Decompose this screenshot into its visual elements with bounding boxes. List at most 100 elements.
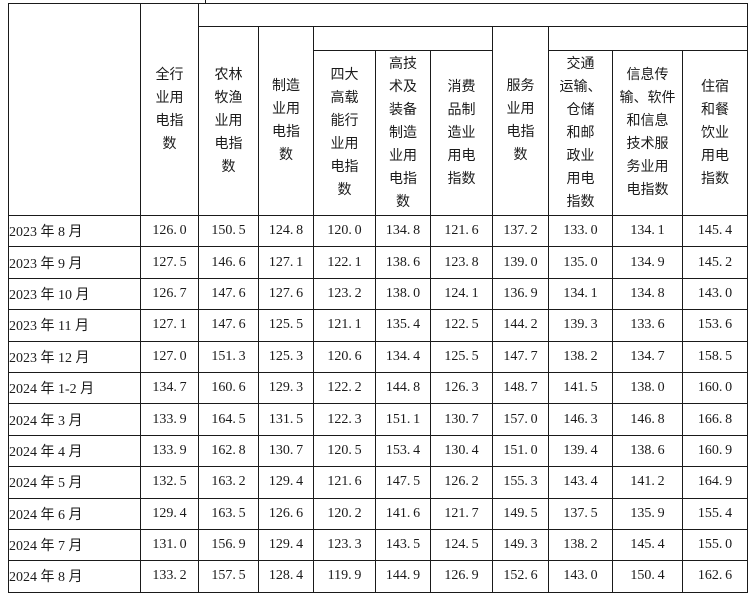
value-cell: 135. 0	[548, 246, 613, 279]
table-row: 2023 年 10 月 126. 7 147. 6 127. 6 123. 2 138. …	[8, 277, 749, 311]
value-cell: 132. 5	[140, 466, 199, 499]
value-cell: 120. 2	[313, 497, 376, 530]
value-cell: 144. 2	[492, 309, 549, 342]
value-cell: 126. 6	[258, 497, 314, 530]
value-cell: 129. 4	[258, 466, 314, 499]
value-cell: 145. 4	[612, 528, 683, 562]
value-cell: 162. 8	[198, 434, 259, 468]
value-cell: 153. 6	[681, 309, 749, 342]
value-cell: 129. 4	[258, 528, 314, 562]
value-cell: 120. 0	[313, 214, 376, 248]
value-cell: 126. 7	[140, 277, 199, 311]
value-cell: 130. 7	[430, 403, 493, 436]
table-row: 2023 年 11 月 127. 1 147. 6 125. 5 121. 1 135. …	[8, 309, 749, 342]
value-cell: 155. 4	[681, 497, 749, 530]
value-cell: 134. 9	[612, 246, 683, 279]
value-cell: 134. 7	[140, 371, 199, 405]
row-label: 2024 年 7 月	[8, 528, 141, 562]
value-cell: 163. 5	[198, 497, 259, 530]
value-cell: 134. 7	[612, 340, 683, 373]
value-cell: 125. 5	[258, 309, 314, 342]
value-cell: 149. 3	[492, 528, 549, 562]
value-cell: 149. 5	[492, 497, 549, 530]
table-header: 全行 业用 电指 数 农林 牧渔 业用 电指 数 制造 业用 电指 数 服务 业…	[8, 3, 749, 216]
row-label: 2023 年 11 月	[8, 309, 141, 342]
value-cell: 147. 6	[198, 309, 259, 342]
column-header-hightech-equipment: 高技 术及 装备 制造 业用 电指 数	[375, 50, 431, 216]
value-cell: 134. 8	[612, 277, 683, 311]
column-header-consumer-goods: 消费 品制 造业 用电 指数	[430, 50, 493, 216]
value-cell: 127. 6	[258, 277, 314, 311]
value-cell: 160. 0	[681, 371, 749, 405]
value-cell: 138. 6	[375, 246, 431, 279]
value-cell: 146. 3	[548, 403, 613, 436]
value-cell: 121. 1	[313, 309, 376, 342]
value-cell: 121. 6	[430, 214, 493, 248]
value-cell: 124. 1	[430, 277, 493, 311]
value-cell: 164. 9	[681, 466, 749, 499]
value-cell: 145. 4	[681, 214, 749, 248]
value-cell: 135. 9	[612, 497, 683, 530]
row-label: 2023 年 12 月	[8, 340, 141, 373]
value-cell: 158. 5	[681, 340, 749, 373]
value-cell: 121. 7	[430, 497, 493, 530]
row-label: 2023 年 8 月	[8, 214, 141, 248]
value-cell: 133. 9	[140, 403, 199, 436]
value-cell: 156. 9	[198, 528, 259, 562]
value-cell: 143. 0	[681, 277, 749, 311]
value-cell: 130. 4	[430, 434, 493, 468]
value-cell: 151. 3	[198, 340, 259, 373]
electricity-index-table: 全行 业用 电指 数 农林 牧渔 业用 电指 数 制造 业用 电指 数 服务 业…	[8, 3, 749, 593]
value-cell: 150. 5	[198, 214, 259, 248]
value-cell: 134. 1	[612, 214, 683, 248]
value-cell: 127. 1	[258, 246, 314, 279]
column-header-services: 服务 业用 电指 数	[492, 26, 549, 216]
value-cell: 126. 2	[430, 466, 493, 499]
value-cell: 147. 6	[198, 277, 259, 311]
header-row-3: 四大 高载 能行 业用 电指 数 高技 术及 装备 制造 业用 电指 数 消费 …	[9, 50, 749, 216]
column-header-four-high-energy: 四大 高载 能行 业用 电指 数	[313, 50, 376, 216]
value-cell: 153. 4	[375, 434, 431, 468]
row-label: 2023 年 10 月	[8, 277, 141, 311]
value-cell: 124. 5	[430, 528, 493, 562]
column-header-manufacturing: 制造 业用 电指 数	[258, 26, 314, 216]
value-cell: 143. 4	[548, 466, 613, 499]
value-cell: 139. 4	[548, 434, 613, 468]
value-cell: 133. 0	[548, 214, 613, 248]
value-cell: 133. 2	[140, 560, 199, 593]
value-cell: 122. 5	[430, 309, 493, 342]
value-cell: 133. 9	[140, 434, 199, 468]
header-spacer-services-sub	[547, 26, 749, 51]
value-cell: 139. 0	[492, 246, 549, 279]
table-row: 2024 年 6 月 129. 4 163. 5 126. 6 120. 2 141. 6…	[8, 497, 749, 530]
column-header-agriculture: 农林 牧渔 业用 电指 数	[198, 26, 259, 216]
table-row: 2023 年 9 月 127. 5 146. 6 127. 1 122. 1 138. 6…	[8, 246, 749, 279]
table-body: 2023 年 8 月 126. 0 150. 5 124. 8 120. 0 134. 8…	[8, 214, 749, 593]
crop-artifact-tick	[205, 0, 206, 4]
value-cell: 147. 7	[492, 340, 549, 373]
value-cell: 138. 2	[548, 528, 613, 562]
row-label: 2024 年 6 月	[8, 497, 141, 530]
value-cell: 136. 9	[492, 277, 549, 311]
table-row: 2024 年 4 月 133. 9 162. 8 130. 7 120. 5 153. 4…	[8, 434, 749, 468]
value-cell: 135. 4	[375, 309, 431, 342]
value-cell: 141. 6	[375, 497, 431, 530]
table-row: 2023 年 8 月 126. 0 150. 5 124. 8 120. 0 134. 8…	[8, 214, 749, 248]
value-cell: 141. 2	[612, 466, 683, 499]
value-cell: 134. 4	[375, 340, 431, 373]
value-cell: 155. 3	[492, 466, 549, 499]
table-row: 2024 年 7 月 131. 0 156. 9 129. 4 123. 3 143. 5…	[8, 528, 749, 562]
row-label: 2024 年 8 月	[8, 560, 141, 593]
row-label: 2024 年 5 月	[8, 466, 141, 499]
value-cell: 145. 2	[681, 246, 749, 279]
header-row-1: 全行 业用 电指 数	[8, 3, 749, 216]
value-cell: 131. 0	[140, 528, 199, 562]
value-cell: 119. 9	[313, 560, 376, 593]
value-cell: 120. 6	[313, 340, 376, 373]
value-cell: 124. 8	[258, 214, 314, 248]
value-cell: 121. 6	[313, 466, 376, 499]
row-label: 2024 年 3 月	[8, 403, 141, 436]
value-cell: 127. 0	[140, 340, 199, 373]
table-row: 2024 年 8 月 133. 2 157. 5 128. 4 119. 9 144. 9…	[8, 560, 749, 593]
value-cell: 122. 2	[313, 371, 376, 405]
